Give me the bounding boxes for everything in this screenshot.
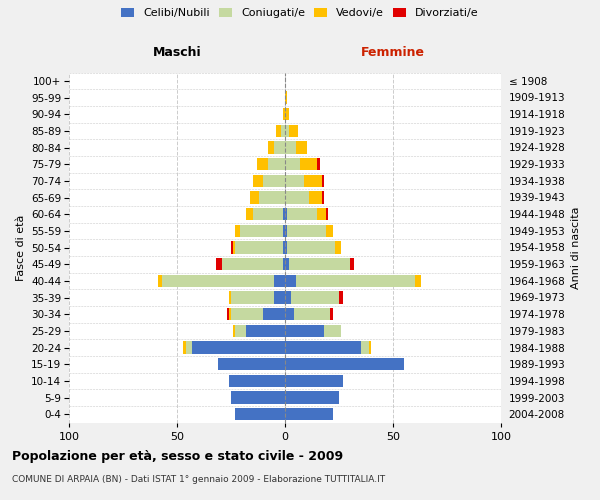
Bar [339,291,343,304]
Bar [229,308,231,320]
Bar [283,208,285,220]
Text: Femmine: Femmine [361,46,425,59]
Bar [250,191,259,204]
Bar [285,258,289,270]
Bar [285,158,300,170]
Bar [185,341,192,354]
Bar [263,174,285,187]
Bar [285,391,339,404]
Bar [285,324,324,337]
Bar [184,341,185,354]
Bar [287,242,335,254]
Bar [285,374,343,387]
Bar [292,291,339,304]
Text: Maschi: Maschi [152,46,202,59]
Bar [326,224,332,237]
Bar [259,191,285,204]
Bar [369,341,371,354]
Bar [283,108,285,120]
Bar [335,242,341,254]
Bar [231,308,263,320]
Legend: Celibi/Nubili, Coniugati/e, Vedovi/e, Divorziati/e: Celibi/Nubili, Coniugati/e, Vedovi/e, Di… [119,6,481,20]
Bar [300,158,317,170]
Bar [326,208,328,220]
Bar [285,124,289,137]
Bar [285,191,309,204]
Bar [285,224,287,237]
Bar [283,224,285,237]
Bar [285,341,361,354]
Bar [322,174,324,187]
Text: Popolazione per età, sesso e stato civile - 2009: Popolazione per età, sesso e stato civil… [12,450,343,463]
Bar [158,274,162,287]
Bar [317,158,320,170]
Bar [223,258,283,270]
Bar [277,124,281,137]
Bar [235,242,283,254]
Bar [274,291,285,304]
Bar [235,324,246,337]
Bar [285,108,289,120]
Bar [233,242,235,254]
Bar [285,208,287,220]
Bar [229,374,285,387]
Bar [289,124,298,137]
Bar [285,358,404,370]
Bar [257,158,268,170]
Bar [233,324,235,337]
Bar [268,158,285,170]
Bar [263,308,285,320]
Bar [285,274,296,287]
Bar [309,191,322,204]
Bar [274,141,285,154]
Bar [283,258,285,270]
Bar [296,274,415,287]
Bar [239,224,283,237]
Bar [235,408,285,420]
Bar [285,91,287,104]
Bar [285,308,293,320]
Bar [361,341,369,354]
Bar [231,391,285,404]
Bar [192,341,285,354]
Bar [285,242,287,254]
Bar [229,291,231,304]
Bar [322,191,324,204]
Y-axis label: Fasce di età: Fasce di età [16,214,26,280]
Bar [293,308,331,320]
Bar [287,208,317,220]
Bar [287,224,326,237]
Bar [350,258,354,270]
Bar [283,242,285,254]
Bar [281,124,285,137]
Bar [296,141,307,154]
Y-axis label: Anni di nascita: Anni di nascita [571,206,581,288]
Bar [304,174,322,187]
Bar [285,141,296,154]
Text: COMUNE DI ARPAIA (BN) - Dati ISTAT 1° gennaio 2009 - Elaborazione TUTTITALIA.IT: COMUNE DI ARPAIA (BN) - Dati ISTAT 1° ge… [12,475,385,484]
Bar [231,291,274,304]
Bar [162,274,274,287]
Bar [235,224,239,237]
Bar [268,141,274,154]
Bar [231,242,233,254]
Bar [285,291,292,304]
Bar [253,208,283,220]
Bar [285,174,304,187]
Bar [415,274,421,287]
Bar [246,208,253,220]
Bar [253,174,263,187]
Bar [218,358,285,370]
Bar [246,324,285,337]
Bar [274,274,285,287]
Bar [216,258,223,270]
Bar [285,408,332,420]
Bar [324,324,341,337]
Bar [331,308,332,320]
Bar [317,208,326,220]
Bar [227,308,229,320]
Bar [289,258,350,270]
